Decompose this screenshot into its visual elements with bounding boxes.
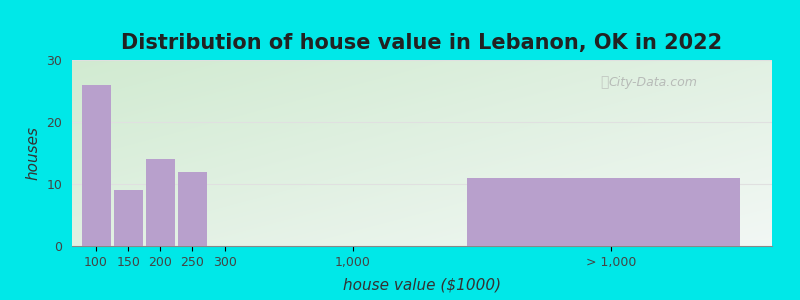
Bar — [178, 172, 207, 246]
Bar — [146, 159, 174, 246]
Text: ⧗: ⧗ — [600, 75, 608, 89]
Y-axis label: houses: houses — [26, 126, 41, 180]
Title: Distribution of house value in Lebanon, OK in 2022: Distribution of house value in Lebanon, … — [122, 33, 722, 53]
Bar — [114, 190, 142, 246]
Bar — [467, 178, 740, 246]
X-axis label: house value ($1000): house value ($1000) — [343, 277, 501, 292]
Bar — [82, 85, 110, 246]
Text: City-Data.com: City-Data.com — [609, 76, 698, 89]
